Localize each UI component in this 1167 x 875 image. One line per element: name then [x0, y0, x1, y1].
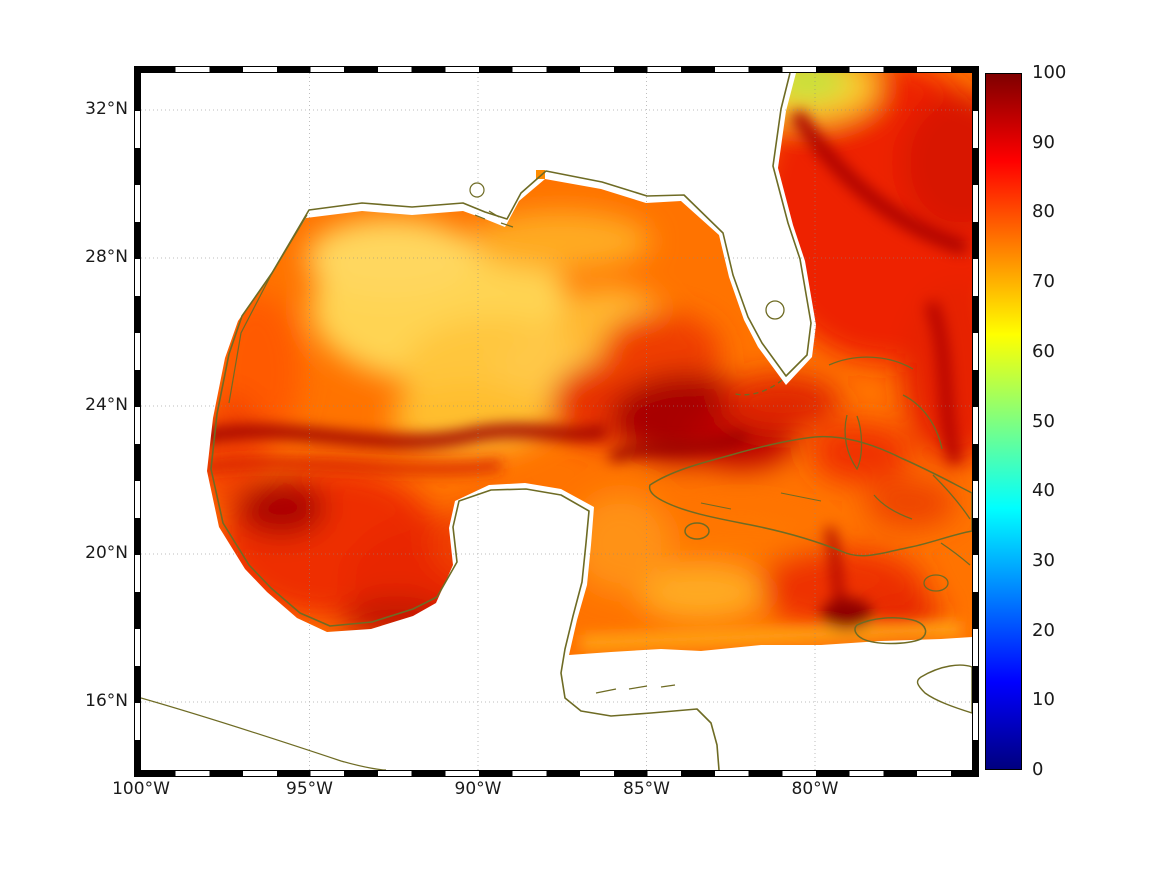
colorbar-tick-label: 80 [1032, 201, 1055, 223]
colorbar-tick-label: 0 [1032, 759, 1044, 780]
colorbar-tick-label: 40 [1032, 480, 1055, 502]
map-frame-left [134, 73, 141, 770]
y-tick-label: 28°N [85, 247, 128, 267]
map-canvas [141, 73, 972, 770]
frame-corner [972, 66, 979, 73]
colorbar-tick-label: 60 [1032, 340, 1055, 362]
colorbar-tick-label: 70 [1032, 271, 1055, 293]
heatmap-field-blobs [184, 73, 972, 651]
mississippi-delta-squiggles [474, 210, 514, 228]
map-frame-right [972, 73, 979, 770]
bay-islands [595, 684, 676, 694]
mainland-coastline [210, 73, 812, 770]
colorbar-tick-label: 10 [1032, 689, 1055, 711]
hispaniola-outline [916, 664, 972, 714]
map-plot-area [141, 73, 972, 770]
lake-pontchartrain-outline [469, 182, 485, 198]
frame-corner [972, 770, 979, 777]
isla-de-la-juventud-outline [684, 522, 710, 540]
colorbar [985, 73, 1022, 770]
colorbar-tick-label: 90 [1032, 131, 1055, 153]
x-tick-label: 95°W [286, 779, 333, 799]
colorbar-tick-label: 30 [1032, 549, 1055, 571]
lake-okeechobee-outline [765, 300, 785, 320]
x-tick-label: 100°W [112, 779, 170, 799]
florida-keys [734, 379, 783, 396]
colorbar-tick-label: 50 [1032, 410, 1055, 432]
y-tick-label: 32°N [85, 99, 128, 119]
y-tick-label: 20°N [85, 543, 128, 563]
coastline-details [141, 210, 676, 770]
isolated-data-pixel [536, 170, 545, 179]
land-no-data-mask [141, 73, 972, 770]
frame-corner [134, 770, 141, 777]
x-tick-label: 90°W [454, 779, 502, 799]
jamaica-outline [854, 617, 927, 645]
bahamas-outlines [828, 356, 971, 592]
texas-lagoon-line [228, 214, 308, 404]
y-tick-label: 24°N [85, 395, 128, 415]
frame-corner [134, 66, 141, 73]
map-frame-bottom [141, 770, 972, 777]
x-tick-label: 85°W [623, 779, 670, 799]
mexico-pacific-coast [141, 697, 387, 770]
cuba-outline [648, 435, 972, 557]
map-frame-top [141, 66, 972, 73]
y-tick-label: 16°N [85, 691, 128, 711]
colorbar-tick-label: 100 [1032, 62, 1067, 83]
x-tick-label: 80°W [791, 779, 839, 799]
colorbar-tick-label: 20 [1032, 619, 1055, 641]
